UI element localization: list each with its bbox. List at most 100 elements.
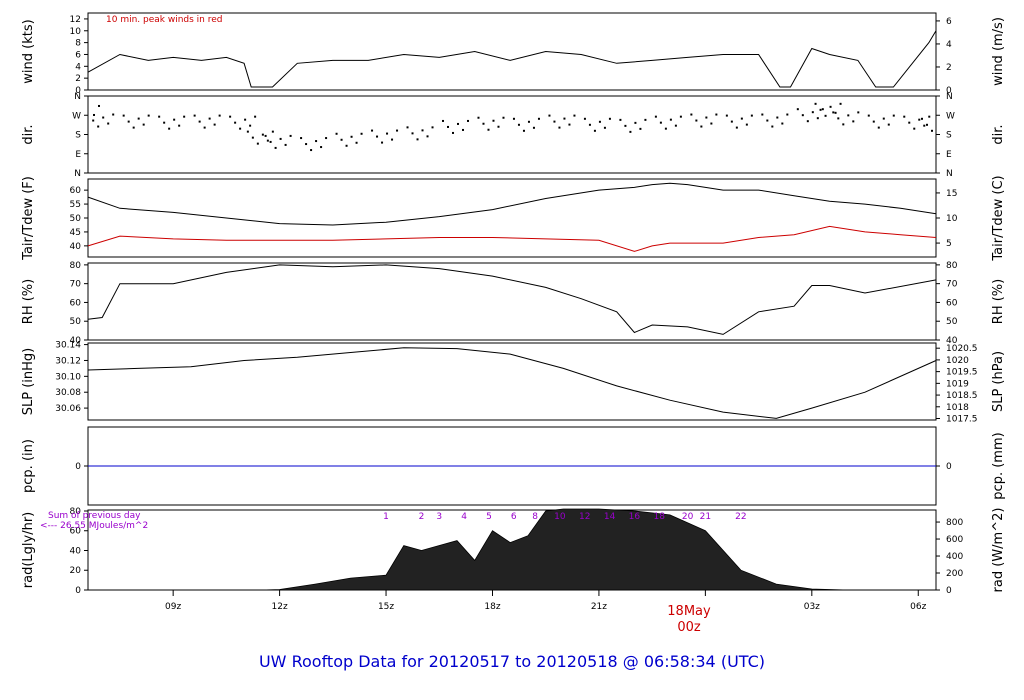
dir-panel-frame	[87, 95, 937, 174]
chart-title: UW Rooftop Data for 20120517 to 20120518…	[259, 652, 765, 671]
dir-point	[553, 120, 556, 123]
dir-point	[839, 102, 842, 105]
dir-point	[715, 113, 718, 116]
dir-point	[725, 114, 728, 117]
dir-point	[421, 129, 424, 132]
dir-left-tick-label: N	[74, 169, 81, 179]
dir-point	[761, 113, 764, 116]
dir-point	[406, 126, 409, 129]
dir-point	[527, 120, 530, 123]
rad-left-tick-label: 80	[70, 507, 82, 517]
wind-left-tick-label: 6	[75, 50, 81, 60]
rh-left-axis-label: RH (%)	[21, 279, 36, 324]
dir-point	[447, 125, 450, 128]
dir-point	[563, 117, 566, 120]
dir-point	[771, 125, 774, 128]
wind-right-tick-label: 0	[946, 86, 952, 96]
rh-panel-frame	[87, 262, 937, 341]
temp-left-tick-label: 45	[70, 228, 81, 238]
dir-left-tick-label: N	[74, 92, 81, 102]
dir-point	[431, 126, 434, 129]
rh-right-tick-label: 50	[946, 317, 958, 327]
dir-point	[452, 131, 455, 134]
x-tick-label: 03z	[804, 602, 820, 612]
pcp-right-tick-label: 0	[946, 462, 952, 472]
slp-right-tick-label: 1019.5	[946, 368, 978, 378]
wind-right-tick-label: 4	[946, 40, 952, 50]
slp-right-tick-label: 1018.5	[946, 391, 978, 401]
slp-left-tick-label: 30.10	[55, 372, 81, 382]
dir-point	[908, 121, 911, 124]
rad-hour-mark: 5	[486, 512, 492, 522]
dir-point	[173, 118, 176, 121]
wind-right-tick-label: 6	[946, 17, 952, 27]
rh-right-axis-label: RH (%)	[991, 279, 1006, 324]
x-tick-label: 15z	[378, 602, 394, 612]
dir-point	[558, 126, 561, 129]
slp-series-SLP	[87, 347, 937, 419]
dir-point	[837, 117, 840, 120]
dir-point	[102, 116, 105, 119]
dir-point	[639, 127, 642, 130]
dir-point	[852, 120, 855, 123]
wind-peak-note: 10 min. peak winds in red	[106, 15, 223, 25]
dir-point	[517, 123, 520, 126]
dir-point	[246, 130, 249, 133]
rh-right-tick-label: 60	[946, 298, 958, 308]
dir-point	[477, 116, 480, 119]
temp-left-tick-label: 40	[70, 242, 82, 252]
dir-point	[669, 118, 672, 121]
wind-left-tick-label: 8	[75, 39, 81, 49]
rad-left-tick-label: 0	[75, 586, 81, 596]
dir-point	[183, 115, 186, 118]
temp-series-Tdew	[87, 225, 937, 252]
dir-point	[796, 108, 799, 111]
dir-point	[598, 120, 601, 123]
dir-point	[132, 126, 135, 129]
rad-hour-mark: 10	[554, 512, 566, 522]
slp-right-tick-label: 1019	[946, 379, 969, 389]
dir-point	[867, 114, 870, 117]
dir-point	[740, 117, 743, 120]
dir-point	[674, 124, 677, 127]
date-marker-hour: 00z	[677, 620, 701, 635]
rad-left-tick-label: 40	[70, 546, 82, 556]
temp-left-tick-label: 50	[70, 214, 82, 224]
rad-sum-line-2: <--- 26.55 MJoules/m^2	[40, 521, 148, 531]
dir-point	[537, 117, 540, 120]
dir-point	[887, 123, 890, 126]
wind-right-axis-label: wind (m/s)	[991, 17, 1006, 86]
wind-left-tick-label: 0	[75, 86, 81, 96]
dir-point	[300, 137, 303, 140]
pcp-right-axis-label: pcp. (mm)	[991, 432, 1006, 499]
dir-point	[487, 128, 490, 131]
dir-point	[882, 117, 885, 120]
dir-point	[832, 111, 835, 114]
dir-point	[857, 111, 860, 114]
dir-point	[163, 121, 166, 124]
dir-point	[142, 123, 145, 126]
dir-point	[266, 139, 269, 142]
dir-point	[376, 135, 379, 138]
temp-left-axis-label: Tair/Tdew (F)	[21, 176, 36, 261]
dir-point	[877, 126, 880, 129]
dir-point	[350, 135, 353, 138]
dir-point	[107, 122, 110, 125]
dir-point	[819, 108, 822, 111]
rad-hour-mark: 4	[461, 512, 467, 522]
slp-right-tick-label: 1018	[946, 403, 969, 413]
rad-hour-mark: 18	[654, 512, 666, 522]
dir-point	[386, 132, 389, 135]
rad-left-tick-label: 20	[70, 566, 82, 576]
rad-left-tick-label: 60	[70, 527, 82, 537]
wind-left-tick-label: 4	[75, 62, 81, 72]
dir-point	[745, 123, 748, 126]
rad-hour-mark: 2	[419, 512, 425, 522]
rad-right-tick-label: 0	[946, 586, 952, 596]
dir-point	[928, 115, 931, 118]
rad-hour-mark: 8	[532, 512, 538, 522]
dir-point	[926, 123, 928, 126]
dir-point	[847, 114, 850, 117]
dir-point	[203, 126, 206, 129]
dir-point	[624, 124, 627, 127]
